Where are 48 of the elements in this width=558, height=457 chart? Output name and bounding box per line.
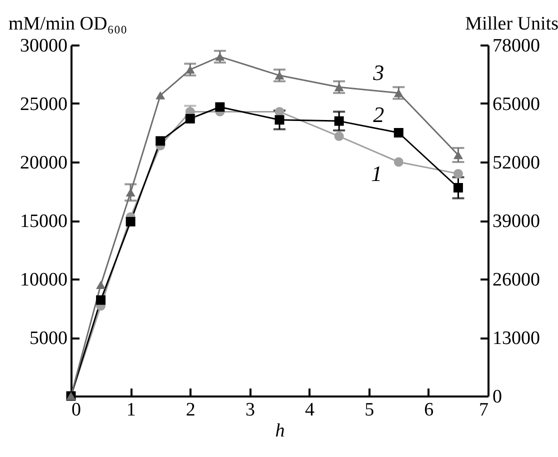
y-tick-label: 30000 [20, 36, 68, 56]
point [394, 88, 404, 98]
point [215, 52, 225, 61]
point [156, 136, 166, 146]
point [394, 157, 404, 167]
y2-axis-title: Miller Units [465, 14, 558, 34]
point [126, 216, 136, 226]
x-axis-title: h [275, 420, 285, 442]
x-tick-label: 4 [305, 400, 316, 420]
x-tick-label: 2 [186, 400, 196, 420]
y2-tick-label: 52000 [492, 152, 540, 174]
y-tick-label: 25000 [20, 94, 68, 115]
y-tick-label: 20000 [20, 152, 68, 174]
point [334, 83, 344, 92]
x-tick-label: 1 [126, 400, 136, 420]
point [334, 116, 344, 126]
x-tick-label: 7 [479, 400, 488, 420]
point [453, 150, 463, 160]
y2-tick-label: 39000 [492, 211, 540, 232]
point [215, 102, 225, 112]
series-label: 1 [371, 161, 382, 186]
point [96, 280, 106, 289]
point [274, 71, 284, 80]
y2-tick-label: 26000 [492, 270, 540, 290]
y2-tick-label: 13000 [492, 328, 540, 349]
point [453, 168, 463, 178]
point [334, 132, 344, 141]
point [185, 114, 195, 124]
y-tick-label: 5000 [30, 328, 68, 349]
point [126, 188, 136, 197]
point [394, 128, 404, 138]
x-tick-label: 5 [364, 400, 374, 420]
x-tick-label: 3 [245, 400, 255, 420]
point [96, 295, 106, 305]
y2-tick-label: 78000 [492, 36, 540, 56]
point [156, 91, 166, 100]
point [185, 65, 195, 74]
series-label: 3 [372, 60, 384, 85]
point [453, 182, 463, 192]
y-tick-label: 15000 [20, 211, 68, 232]
x-tick-label: 6 [424, 400, 434, 420]
y-axis-title: mM/min OD₆₀₀ [8, 14, 128, 34]
x-tick-label: 0 [72, 400, 81, 420]
series-label: 2 [373, 102, 384, 127]
y-tick-label: 10000 [20, 270, 68, 290]
y2-tick-label: 0 [492, 386, 502, 408]
point [274, 115, 284, 125]
y2-tick-label: 65000 [492, 94, 540, 115]
